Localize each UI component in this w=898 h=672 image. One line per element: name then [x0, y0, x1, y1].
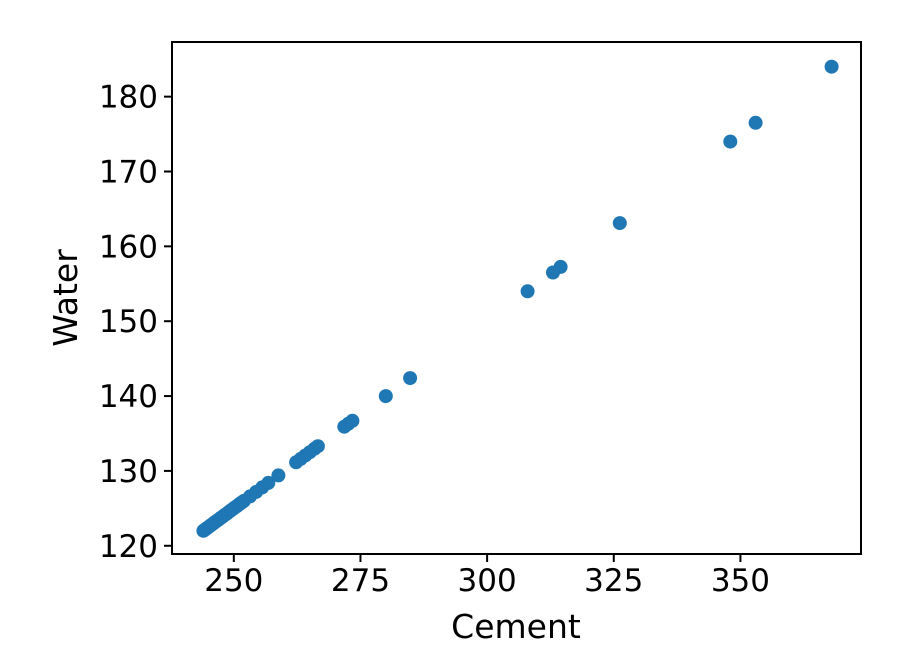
data-point: [271, 468, 286, 483]
y-tick-label: 140: [99, 379, 158, 415]
x-tick-label: 325: [584, 563, 643, 599]
data-point: [378, 389, 393, 404]
data-point: [824, 59, 839, 74]
x-axis-ticks: 250 275 300 325 350: [204, 554, 770, 599]
y-axis-ticks: 120 130 140 150 160 170 180: [99, 80, 172, 565]
data-points: [196, 59, 839, 538]
x-tick-label: 250: [204, 563, 263, 599]
data-point: [723, 134, 738, 149]
y-tick-label: 150: [99, 304, 158, 340]
y-tick-label: 180: [99, 80, 158, 116]
y-tick-label: 160: [99, 229, 158, 265]
data-point: [403, 371, 418, 386]
x-tick-label: 275: [331, 563, 390, 599]
x-tick-label: 300: [458, 563, 517, 599]
data-point: [612, 216, 627, 231]
data-point: [261, 475, 276, 490]
plot-area: [171, 41, 862, 555]
x-axis-label: Cement: [451, 607, 581, 646]
data-point: [345, 413, 360, 428]
y-axis-label: Water: [46, 249, 85, 347]
x-tick-label: 350: [711, 563, 770, 599]
data-point: [748, 115, 763, 130]
data-point: [520, 284, 535, 299]
y-tick-label: 170: [99, 154, 158, 190]
data-point: [553, 259, 568, 274]
data-point: [310, 439, 325, 454]
y-tick-label: 130: [99, 454, 158, 490]
y-tick-label: 120: [99, 529, 158, 565]
